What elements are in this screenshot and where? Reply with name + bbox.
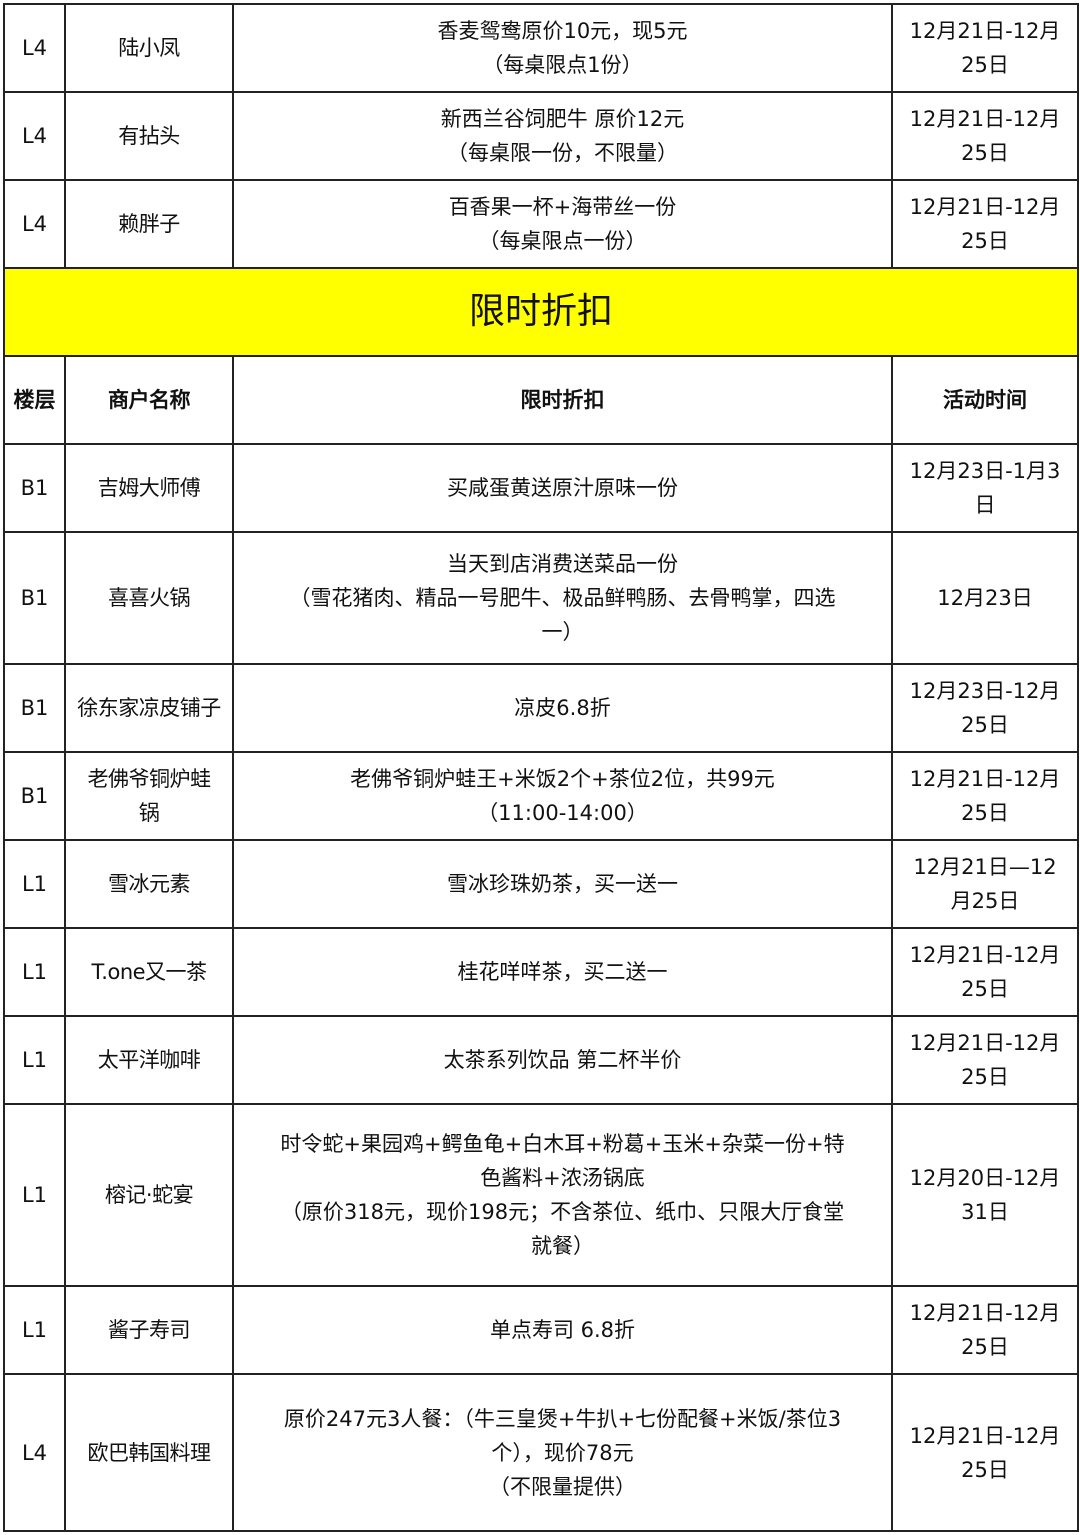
floor-cell: L1 [3,1103,66,1287]
floor-cell: L1 [3,927,66,1017]
floor-cell: L1 [3,1015,66,1105]
offer-cell: 桂花咩咩茶，买二送一 [232,927,893,1017]
time-cell: 12月23日-1月3 日 [891,443,1079,533]
table-row: L1 太平洋咖啡 太茶系列饮品 第二杯半价 12月21日-12月 25日 [3,1015,1079,1105]
time-cell: 12月21日-12月 25日 [891,751,1079,841]
table-row: L1 T.one又一茶 桂花咩咩茶，买二送一 12月21日-12月 25日 [3,927,1079,1017]
time-cell: 12月21日-12月 25日 [891,179,1079,269]
merchant-cell: 太平洋咖啡 [64,1015,234,1105]
floor-cell: B1 [3,663,66,753]
merchant-cell: 徐东家凉皮铺子 [64,663,234,753]
table-row: L1 酱子寿司 单点寿司 6.8折 12月21日-12月 25日 [3,1285,1079,1375]
merchant-cell: 喜喜火锅 [64,531,234,665]
floor-cell: L4 [3,91,66,181]
table-row: L4 赖胖子 百香果一杯+海带丝一份 （每桌限点一份） 12月21日-12月 25日 [3,179,1079,269]
table-row: L4 陆小凤 香麦鸳鸯原价10元，现5元 （每桌限点1份） 12月21日-12月 25… [3,3,1079,93]
table-row: L1 榕记·蛇宴 时令蛇+果园鸡+鳄鱼龟+白木耳+粉葛+玉米+杂菜一份+特 色酱料+… [3,1103,1079,1287]
merchant-cell: 有拈头 [64,91,234,181]
merchant-cell: 商户名称 [64,355,234,445]
floor-cell: B1 [3,531,66,665]
offer-cell: 买咸蛋黄送原汁原味一份 [232,443,893,533]
time-cell: 12月20日-12月 31日 [891,1103,1079,1287]
offer-cell: 时令蛇+果园鸡+鳄鱼龟+白木耳+粉葛+玉米+杂菜一份+特 色酱料+浓汤锅底 （原… [232,1103,893,1287]
section-title: 限时折扣 [3,267,1079,357]
table-row: B1 老佛爷铜炉蛙 锅老佛爷铜炉蛙王+米饭2个+茶位2位，共99元 （11:00-… [3,751,1079,841]
time-cell: 12月21日—12 月25日 [891,839,1079,929]
offer-cell: 凉皮6.8折 [232,663,893,753]
time-cell: 12月21日-12月 25日 [891,1285,1079,1375]
merchant-cell: T.one又一茶 [64,927,234,1017]
offer-cell: 太茶系列饮品 第二杯半价 [232,1015,893,1105]
floor-cell: L1 [3,839,66,929]
offer-cell: 百香果一杯+海带丝一份 （每桌限点一份） [232,179,893,269]
floor-cell: L4 [3,3,66,93]
promotion-table: L4 陆小凤 香麦鸳鸯原价10元，现5元 （每桌限点1份） 12月21日-12月 25… [3,3,1079,1532]
offer-cell: 老佛爷铜炉蛙王+米饭2个+茶位2位，共99元 （11:00-14:00） [232,751,893,841]
merchant-cell: 雪冰元素 [64,839,234,929]
merchant-cell: 赖胖子 [64,179,234,269]
floor-cell: B1 [3,751,66,841]
time-cell: 12月23日-12月 25日 [891,663,1079,753]
time-cell: 12月21日-12月 25日 [891,1015,1079,1105]
floor-cell: 楼层 [3,355,66,445]
merchant-cell: 酱子寿司 [64,1285,234,1375]
floor-cell: L4 [3,1373,66,1532]
floor-cell: B1 [3,443,66,533]
table-row: B1 徐东家凉皮铺子 凉皮6.8折 12月23日-12月 25日 [3,663,1079,753]
table-row: B1 吉姆大师傅 买咸蛋黄送原汁原味一份 12月23日-1月3 日 [3,443,1079,533]
time-cell: 12月23日 [891,531,1079,665]
offer-cell: 限时折扣 [232,355,893,445]
time-cell: 活动时间 [891,355,1079,445]
offer-cell: 当天到店消费送菜品一份 （雪花猪肉、精品一号肥牛、极品鲜鸭肠、去骨鸭掌，四选 一… [232,531,893,665]
merchant-cell: 欧巴韩国料理 [64,1373,234,1532]
time-cell: 12月21日-12月 25日 [891,91,1079,181]
offer-cell: 新西兰谷饲肥牛 原价12元 （每桌限一份，不限量） [232,91,893,181]
section-banner: 限时折扣 [3,267,1079,357]
offer-cell: 单点寿司 6.8折 [232,1285,893,1375]
merchant-cell: 老佛爷铜炉蛙 锅 [64,751,234,841]
merchant-cell: 榕记·蛇宴 [64,1103,234,1287]
table-row: B1 喜喜火锅 当天到店消费送菜品一份 （雪花猪肉、精品一号肥牛、极品鲜鸭肠、去骨鸭… [3,531,1079,665]
floor-cell: L1 [3,1285,66,1375]
header-row: 楼层 商户名称 限时折扣 活动时间 [3,355,1079,445]
merchant-cell: 陆小凤 [64,3,234,93]
offer-cell: 香麦鸳鸯原价10元，现5元 （每桌限点1份） [232,3,893,93]
merchant-cell: 吉姆大师傅 [64,443,234,533]
table-row: L4 欧巴韩国料理 原价247元3人餐：（牛三皇煲+牛扒+七份配餐+米饭/茶位3 个… [3,1373,1079,1532]
time-cell: 12月21日-12月 25日 [891,3,1079,93]
time-cell: 12月21日-12月 25日 [891,927,1079,1017]
floor-cell: L4 [3,179,66,269]
offer-cell: 雪冰珍珠奶茶，买一送一 [232,839,893,929]
table-row: L1 雪冰元素 雪冰珍珠奶茶，买一送一 12月21日—12 月25日 [3,839,1079,929]
time-cell: 12月21日-12月 25日 [891,1373,1079,1532]
table-row: L4 有拈头 新西兰谷饲肥牛 原价12元 （每桌限一份，不限量） 12月21日-12月… [3,91,1079,181]
offer-cell: 原价247元3人餐：（牛三皇煲+牛扒+七份配餐+米饭/茶位3 个），现价78元 … [232,1373,893,1532]
